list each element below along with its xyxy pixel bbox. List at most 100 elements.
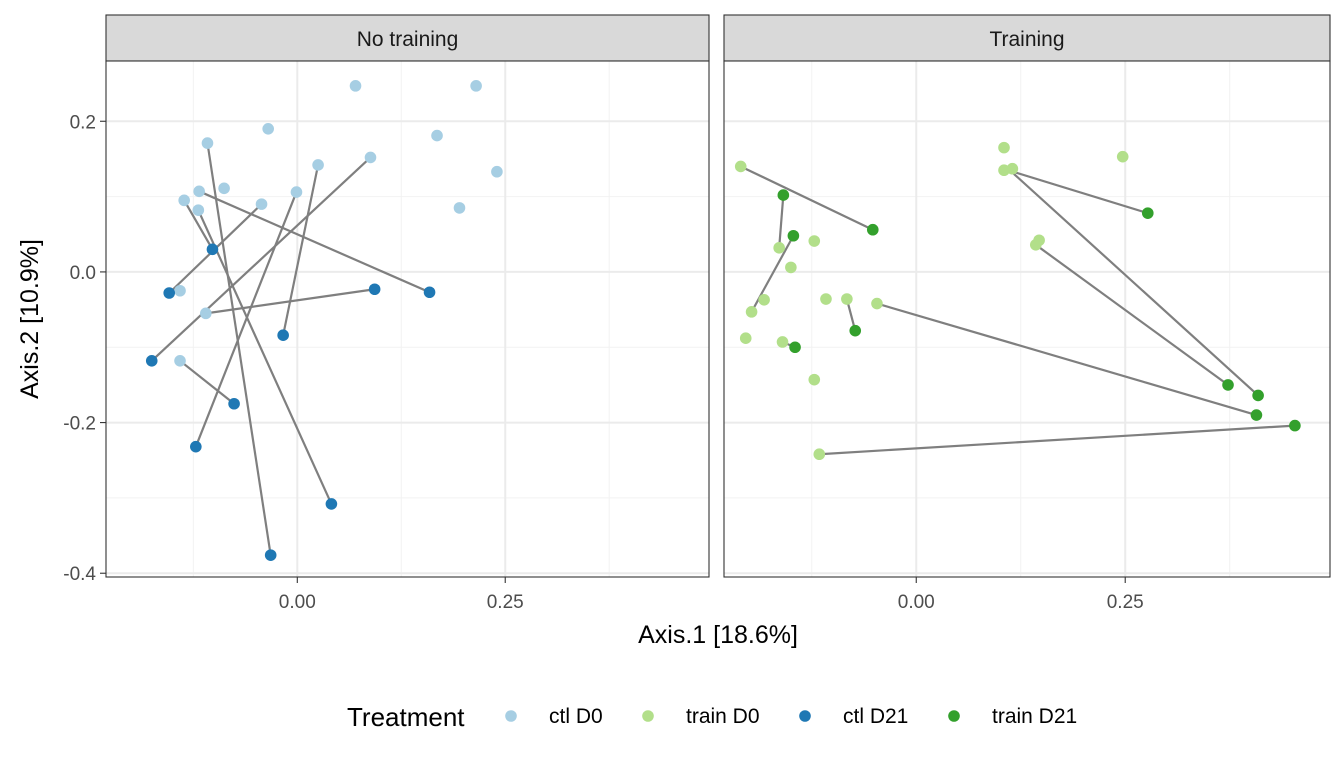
legend: Treatment ctl D0 train D0 ctl D21 train D21 [347, 702, 1077, 732]
point-d21 [866, 223, 879, 236]
x-axis-title: Axis.1 [18.6%] [638, 621, 798, 649]
panel-border [105, 60, 710, 578]
point-d21 [789, 341, 801, 354]
point-d0 [178, 194, 190, 207]
point-d0 [758, 293, 770, 306]
point-d0 [808, 373, 821, 386]
point-d21 [228, 397, 240, 410]
point-d0 [739, 332, 752, 345]
pair-segment [1007, 167, 1259, 397]
point-d0 [871, 297, 883, 310]
y-axis-title: Axis.2 [10.9%] [16, 239, 44, 399]
point-d0 [312, 159, 324, 171]
point-d0 [1029, 239, 1042, 251]
point-d21 [777, 189, 790, 201]
pair-segment [1035, 243, 1229, 386]
point-d0 [1006, 162, 1019, 175]
legend-key-4 [948, 710, 960, 722]
point-d21 [423, 286, 436, 299]
point-d21 [325, 498, 338, 510]
point-d0 [364, 151, 377, 164]
y-tick-label: 0.0 [70, 263, 96, 284]
point-d0 [813, 448, 826, 461]
pair-segment [778, 194, 785, 248]
point-d0 [431, 129, 443, 142]
point-d21 [849, 324, 862, 337]
x-tick-label: 0.00 [898, 592, 935, 613]
point-d0 [174, 284, 186, 297]
legend-key-1 [505, 710, 517, 722]
point-d21 [368, 283, 381, 296]
point-d0 [201, 137, 214, 149]
panel-border [723, 60, 1331, 578]
x-tick-label: 0.00 [279, 592, 316, 613]
point-d0 [773, 242, 785, 254]
point-d0 [491, 165, 503, 178]
pair-segment [197, 209, 333, 505]
legend-key-2 [642, 710, 654, 722]
y-tick-label: -0.4 [63, 564, 96, 585]
panel-background [724, 61, 1330, 577]
legend-label-2: train D0 [686, 705, 760, 728]
facet-panel-1: No training 0.00 0.25 0.2 0.0 -0.2 -0.4 [63, 14, 710, 613]
point-d21 [1222, 379, 1234, 391]
point-d21 [1252, 389, 1264, 402]
pair-segment [740, 165, 874, 231]
point-d0 [218, 182, 230, 195]
facet-panel-2: Training 0.00 0.25 [723, 14, 1331, 613]
pair-segment [1007, 169, 1149, 215]
point-d0 [174, 355, 186, 367]
x-tick-label: 0.25 [487, 592, 524, 613]
pair-segment [205, 288, 375, 315]
pair-segment [183, 199, 214, 250]
pair-segment [876, 302, 1257, 417]
y-tick-label: -0.2 [63, 414, 96, 435]
point-d0 [745, 306, 758, 318]
point-d0 [290, 186, 303, 198]
point-d21 [1141, 207, 1154, 219]
pair-segment [206, 142, 272, 556]
point-d0 [200, 307, 212, 320]
point-d0 [808, 235, 821, 247]
point-d0 [734, 160, 747, 173]
point-d0 [998, 141, 1010, 154]
point-d0 [776, 336, 789, 348]
point-d0 [453, 202, 466, 214]
pair-segment [282, 164, 320, 336]
pair-segment [150, 156, 372, 362]
facet-strip-label: Training [989, 28, 1064, 51]
point-d0 [841, 293, 853, 305]
pair-segment [179, 359, 235, 405]
point-d21 [264, 549, 277, 561]
point-d21 [1250, 409, 1263, 421]
legend-label-3: ctl D21 [843, 705, 908, 728]
point-d21 [163, 287, 176, 299]
pair-segment [819, 424, 1295, 456]
x-tick-label: 0.25 [1107, 592, 1144, 613]
point-d0 [785, 261, 797, 274]
point-d21 [1289, 419, 1301, 432]
point-d0 [262, 122, 274, 135]
point-d21 [206, 243, 219, 256]
point-d0 [193, 185, 205, 198]
point-d21 [190, 440, 202, 453]
legend-label-4: train D21 [992, 705, 1077, 728]
point-d0 [192, 204, 205, 216]
legend-key-3 [799, 710, 811, 722]
point-d0 [1116, 150, 1129, 163]
point-d0 [820, 293, 832, 305]
point-d21 [277, 329, 289, 341]
point-d0 [470, 80, 482, 92]
facet-strip [105, 14, 710, 62]
legend-label-1: ctl D0 [549, 705, 603, 728]
pair-segment [198, 190, 430, 294]
point-d21 [787, 229, 800, 242]
point-d0 [349, 80, 362, 92]
y-tick-label: 0.2 [70, 112, 96, 133]
pair-segment [194, 191, 298, 448]
legend-title: Treatment [347, 702, 465, 732]
point-d21 [145, 355, 158, 367]
point-d0 [255, 198, 268, 210]
